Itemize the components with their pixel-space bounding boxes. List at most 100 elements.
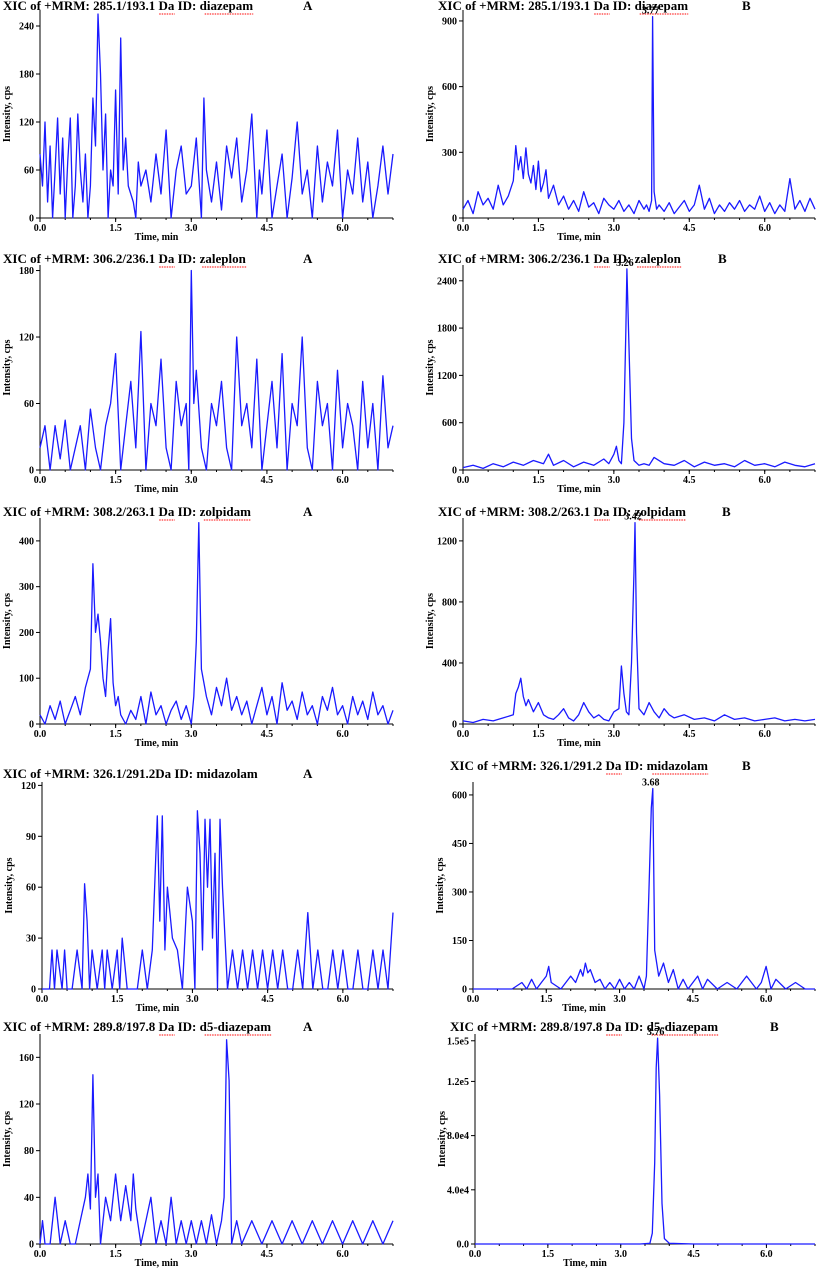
x-tick-label: 3.0 [608,475,621,486]
x-tick-label: 0.0 [469,1249,482,1260]
y-tick-label: 600 [442,418,457,429]
chromatogram-trace [42,810,394,990]
chart-title-suffix: ID: d5-diazepam [621,1019,718,1034]
panel-letter: B [722,504,731,519]
x-axis-label: Time, min [557,484,601,495]
chart-title-suffix: ID: zaleplon [174,251,246,266]
peak-label: 3.77 [642,6,660,17]
y-tick-label: 900 [442,16,457,27]
chart-title-suffix: ID: zolpidam [609,504,686,519]
x-tick-label: 6.0 [337,994,350,1005]
y-tick-label: 60 [26,883,36,894]
x-tick-label: 3.0 [613,994,626,1005]
x-tick-label: 6.0 [336,729,349,740]
chart-zaleplon-B: XIC of +MRM: 306.2/236.1 Da ID: zaleplon… [425,251,816,495]
y-tick-label: 0 [452,466,457,477]
chromatogram-trace [462,521,816,724]
chromatogram-trace [462,268,816,470]
x-axis-label: Time, min [563,1258,607,1268]
y-axis-label: Intensity, cps [2,593,13,649]
chart-title-prefix: XIC of +MRM: 306.2/236.1 [3,251,155,266]
y-tick-label: 600 [442,82,457,93]
chart-title-suffix: ID: zolpidam [174,504,251,519]
panel-letter: A [303,504,313,519]
y-tick-label: 120 [21,781,36,792]
y-tick-label: 1.5e5 [447,1036,469,1047]
y-tick-label: 0 [452,214,457,225]
x-tick-label: 0.0 [34,475,47,486]
chart-title-underlined: Da [155,504,175,519]
x-tick-label: 6.0 [336,223,349,234]
y-axis-label: Intensity, cps [2,339,13,395]
chart-title-prefix: XIC of +MRM: 306.2/236.1 [438,251,590,266]
panel-letter: B [718,251,727,266]
x-tick-label: 1.5 [532,223,545,234]
chart-title-suffix: ID: d5-diazepam [174,1019,271,1034]
x-tick-label: 3.0 [185,729,198,740]
chart-title-prefix: XIC of +MRM: 285.1/193.1 [438,0,590,13]
x-tick-label: 1.5 [532,729,545,740]
x-tick-label: 3.0 [185,223,198,234]
x-tick-label: 1.5 [109,475,122,486]
x-tick-label: 6.0 [758,223,771,234]
x-tick-label: 4.5 [261,729,274,740]
x-tick-label: 3.0 [185,1249,198,1260]
y-tick-label: 60 [24,166,34,177]
y-tick-label: 80 [24,1146,34,1157]
chart-title-suffix: ID: midazolam [621,758,708,773]
chart-title-underlined: Da [602,758,622,773]
x-axis-label: Time, min [135,484,179,495]
chart-d5-diazepam-B: XIC of +MRM: 289.8/197.8 Da ID: d5-diaze… [437,1019,816,1268]
y-tick-label: 0 [29,214,34,225]
peak-label: 3.26 [616,258,634,269]
x-tick-label: 6.0 [336,1249,349,1260]
x-tick-label: 4.5 [683,729,696,740]
x-tick-label: 1.5 [109,729,122,740]
panel-letter: A [303,766,313,781]
y-tick-label: 400 [442,658,457,669]
y-tick-label: 600 [452,790,467,801]
x-tick-label: 0.0 [467,994,480,1005]
y-tick-label: 90 [26,832,36,843]
x-tick-label: 4.5 [687,1249,700,1260]
chart-title: XIC of +MRM: 285.1/193.1 Da ID: diazepam [3,0,253,13]
x-tick-label: 4.5 [261,994,274,1005]
y-tick-label: 0 [29,720,34,731]
chart-title-underlined: Da [155,251,175,266]
x-tick-label: 1.5 [542,1249,555,1260]
x-tick-label: 4.5 [687,994,700,1005]
chart-d5-diazepam-A: XIC of +MRM: 289.8/197.8 Da ID: d5-diaze… [2,1019,394,1268]
x-tick-label: 3.0 [608,729,621,740]
chart-zaleplon-A: XIC of +MRM: 306.2/236.1 Da ID: zaleplon… [2,251,394,495]
y-tick-label: 0 [462,985,467,996]
y-axis-label: Intensity, cps [425,86,436,142]
y-tick-label: 1200 [437,536,457,547]
x-tick-label: 4.5 [261,223,274,234]
x-tick-label: 0.0 [34,1249,47,1260]
y-tick-label: 2400 [437,276,457,287]
y-tick-label: 120 [19,118,34,129]
chart-title-prefix: XIC of +MRM: 285.1/193.1 [3,0,155,13]
panel-letter: B [770,1019,779,1034]
peak-label: 3.76 [647,1027,665,1038]
panel-letter: B [742,758,751,773]
y-tick-label: 200 [19,628,34,639]
y-tick-label: 0 [29,1240,34,1251]
y-tick-label: 0 [31,985,36,996]
x-tick-label: 0.0 [34,729,47,740]
y-tick-label: 300 [452,887,467,898]
y-tick-label: 1.2e5 [447,1077,469,1088]
y-tick-label: 40 [24,1193,34,1204]
peak-label: 3.68 [642,777,660,788]
y-tick-label: 180 [19,70,34,81]
x-tick-label: 4.5 [683,475,696,486]
x-tick-label: 0.0 [36,994,49,1005]
y-tick-label: 60 [24,399,34,410]
chromatogram-trace [473,787,815,990]
panel-letter: A [303,1019,313,1034]
y-axis-label: Intensity, cps [4,857,15,913]
x-axis-label: Time, min [136,1003,180,1014]
chart-midazolam-B: XIC of +MRM: 326.1/291.2 Da ID: midazola… [435,758,816,1014]
chart-title: XIC of +MRM: 326.1/291.2 Da ID: midazola… [450,758,708,773]
y-tick-label: 160 [19,1053,34,1064]
